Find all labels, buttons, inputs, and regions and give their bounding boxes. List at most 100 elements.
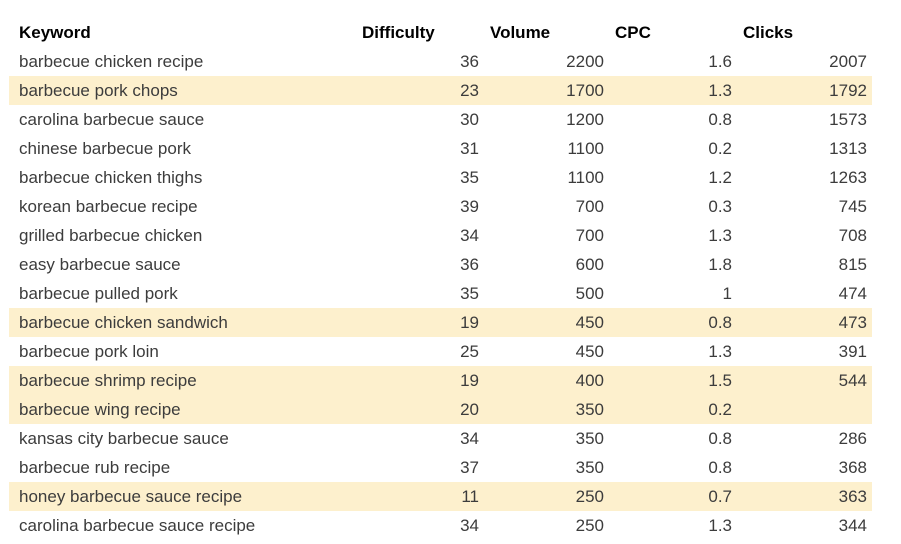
table-row[interactable]: barbecue wing recipe 20 350 0.2 (9, 395, 872, 424)
column-header-difficulty[interactable]: Difficulty (362, 23, 435, 42)
cell-keyword: barbecue pork loin (19, 342, 159, 361)
cell-clicks: 708 (838, 226, 867, 245)
cell-cpc: 1.2 (708, 168, 732, 187)
cell-cpc: 0.8 (708, 110, 732, 129)
cell-volume: 250 (575, 516, 604, 535)
cell-keyword: grilled barbecue chicken (19, 226, 203, 245)
cell-volume: 500 (575, 284, 604, 303)
cell-keyword: barbecue chicken thighs (19, 168, 203, 187)
cell-clicks: 368 (838, 458, 867, 477)
cell-keyword: barbecue chicken sandwich (9, 308, 356, 337)
cell-volume: 350 (575, 458, 604, 477)
column-header-keyword[interactable]: Keyword (19, 23, 91, 42)
cell-volume: 350 (575, 429, 604, 448)
cell-difficulty: 19 (356, 308, 484, 337)
table-row[interactable]: easy barbecue sauce 36 600 1.8 815 (9, 250, 872, 279)
cell-clicks: 473 (737, 308, 872, 337)
cell-volume: 450 (484, 308, 609, 337)
cell-volume: 400 (484, 366, 609, 395)
table-body: barbecue chicken recipe 36 2200 1.6 2007 barb… (9, 47, 872, 540)
cell-cpc: 0.3 (708, 197, 732, 216)
keyword-table: Keyword Difficulty Volume CPC Clicks barbecu… (9, 18, 872, 540)
cell-volume: 350 (484, 395, 609, 424)
table-row[interactable]: barbecue pork loin 25 450 1.3 391 (9, 337, 872, 366)
cell-keyword: korean barbecue recipe (19, 197, 198, 216)
cell-keyword: barbecue pulled pork (19, 284, 178, 303)
cell-volume: 1200 (566, 110, 604, 129)
table-row[interactable]: barbecue pork chops 23 1700 1.3 1792 (9, 76, 872, 105)
cell-cpc: 0.8 (609, 308, 737, 337)
cell-volume: 600 (575, 255, 604, 274)
cell-volume: 2200 (566, 52, 604, 71)
cell-clicks: 1313 (829, 139, 867, 158)
column-header-clicks[interactable]: Clicks (743, 23, 794, 42)
table-row[interactable]: honey barbecue sauce recipe 11 250 0.7 363 (9, 482, 872, 511)
cell-clicks (737, 395, 872, 424)
cell-clicks: 815 (838, 255, 867, 274)
cell-difficulty: 36 (460, 255, 479, 274)
cell-clicks: 391 (838, 342, 867, 361)
cell-keyword: kansas city barbecue sauce (19, 429, 229, 448)
cell-difficulty: 25 (460, 342, 479, 361)
cell-difficulty: 37 (460, 458, 479, 477)
table-row[interactable]: barbecue pulled pork 35 500 1 474 (9, 279, 872, 308)
table-row[interactable]: grilled barbecue chicken 34 700 1.3 708 (9, 221, 872, 250)
cell-cpc: 0.8 (708, 458, 732, 477)
cell-cpc: 1 (722, 284, 732, 303)
cell-volume: 1100 (567, 168, 604, 187)
table-row[interactable]: korean barbecue recipe 39 700 0.3 745 (9, 192, 872, 221)
cell-clicks: 286 (838, 429, 867, 448)
cell-cpc: 1.3 (708, 516, 732, 535)
cell-difficulty: 34 (460, 226, 479, 245)
cell-cpc: 1.5 (609, 366, 737, 395)
cell-volume: 1700 (484, 76, 609, 105)
cell-keyword: carolina barbecue sauce (19, 110, 205, 129)
table-row[interactable]: kansas city barbecue sauce 34 350 0.8 286 (9, 424, 872, 453)
cell-clicks: 2007 (829, 52, 867, 71)
cell-volume: 700 (575, 197, 604, 216)
cell-clicks: 1792 (737, 76, 872, 105)
cell-clicks: 544 (737, 366, 872, 395)
table-row[interactable]: barbecue rub recipe 37 350 0.8 368 (9, 453, 872, 482)
cell-clicks: 363 (737, 482, 872, 511)
cell-clicks: 1263 (829, 168, 867, 187)
cell-difficulty: 11 (356, 482, 484, 511)
cell-difficulty: 30 (460, 110, 479, 129)
cell-cpc: 1.3 (609, 76, 737, 105)
cell-cpc: 0.2 (609, 395, 737, 424)
cell-cpc: 1.3 (708, 226, 732, 245)
cell-keyword: easy barbecue sauce (19, 255, 181, 274)
header-row: Keyword Difficulty Volume CPC Clicks (9, 18, 872, 47)
cell-difficulty: 23 (356, 76, 484, 105)
cell-keyword: carolina barbecue sauce recipe (19, 516, 256, 535)
table-row[interactable]: chinese barbecue pork 31 1100 0.2 1313 (9, 134, 872, 163)
cell-cpc: 1.6 (708, 52, 732, 71)
cell-cpc: 0.7 (609, 482, 737, 511)
cell-difficulty: 36 (460, 52, 479, 71)
cell-cpc: 0.8 (708, 429, 732, 448)
table-row[interactable]: barbecue shrimp recipe 19 400 1.5 544 (9, 366, 872, 395)
cell-keyword: honey barbecue sauce recipe (9, 482, 356, 511)
table-row[interactable]: barbecue chicken sandwich 19 450 0.8 473 (9, 308, 872, 337)
cell-cpc: 1.3 (708, 342, 732, 361)
table-row[interactable]: barbecue chicken thighs 35 1100 1.2 1263 (9, 163, 872, 192)
cell-clicks: 344 (838, 516, 867, 535)
table-row[interactable]: carolina barbecue sauce recipe 34 250 1.3 34… (9, 511, 872, 540)
cell-cpc: 0.2 (708, 139, 732, 158)
cell-keyword: barbecue rub recipe (19, 458, 171, 477)
cell-volume: 700 (575, 226, 604, 245)
cell-keyword: barbecue shrimp recipe (9, 366, 356, 395)
cell-difficulty: 39 (460, 197, 479, 216)
cell-volume: 450 (575, 342, 604, 361)
column-header-volume[interactable]: Volume (490, 23, 551, 42)
cell-cpc: 1.8 (708, 255, 732, 274)
cell-keyword: barbecue pork chops (9, 76, 356, 105)
cell-difficulty: 35 (460, 284, 479, 303)
cell-difficulty: 31 (460, 139, 479, 158)
table-row[interactable]: barbecue chicken recipe 36 2200 1.6 2007 (9, 47, 872, 76)
cell-difficulty: 34 (460, 429, 479, 448)
column-header-cpc[interactable]: CPC (615, 23, 651, 42)
cell-difficulty: 20 (356, 395, 484, 424)
table-row[interactable]: carolina barbecue sauce 30 1200 0.8 1573 (9, 105, 872, 134)
cell-volume: 250 (484, 482, 609, 511)
